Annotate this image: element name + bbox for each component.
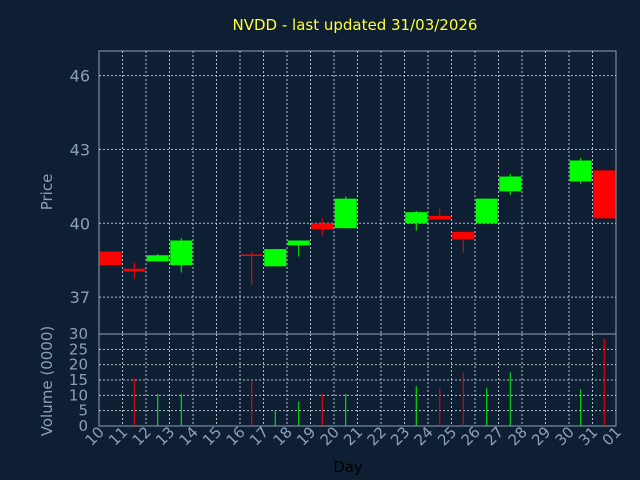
candle-body bbox=[499, 176, 522, 192]
x-tick-label: 30 bbox=[552, 423, 578, 449]
candle bbox=[240, 251, 263, 285]
x-tick-label: 23 bbox=[387, 423, 413, 449]
x-tick-label: 26 bbox=[458, 423, 484, 449]
volume-tick-label: 20 bbox=[69, 356, 88, 374]
x-tick-label: 31 bbox=[575, 423, 601, 449]
candle bbox=[287, 240, 310, 257]
x-tick-label: 14 bbox=[176, 423, 202, 449]
candle bbox=[99, 251, 122, 266]
x-tick-label: 17 bbox=[246, 423, 272, 449]
price-y-ticks: 37 40 43 46 bbox=[70, 67, 90, 307]
price-grid bbox=[99, 51, 616, 334]
candle bbox=[334, 196, 357, 229]
x-tick-label: 24 bbox=[411, 423, 437, 449]
x-axis-ticks: 1011121314151617181920212223242526272829… bbox=[82, 423, 625, 449]
candle bbox=[405, 210, 428, 231]
candle-body bbox=[264, 249, 287, 267]
candle-body bbox=[311, 223, 334, 230]
volume-tick-label: 25 bbox=[69, 340, 88, 358]
candle bbox=[264, 249, 287, 267]
price-tick-label: 37 bbox=[70, 288, 90, 307]
price-tick-label: 40 bbox=[70, 214, 90, 233]
x-tick-label: 01 bbox=[599, 423, 625, 449]
candle bbox=[569, 158, 592, 184]
x-tick-label: 12 bbox=[129, 423, 155, 449]
x-axis-label: Day bbox=[333, 458, 363, 476]
candle bbox=[170, 238, 193, 273]
candle bbox=[428, 208, 451, 220]
x-tick-label: 19 bbox=[293, 423, 319, 449]
x-tick-label: 16 bbox=[223, 423, 249, 449]
price-axis-label: Price bbox=[38, 174, 56, 211]
candle-body bbox=[475, 198, 498, 224]
x-tick-label: 21 bbox=[340, 423, 366, 449]
candle-body bbox=[170, 240, 193, 266]
volume-tick-label: 10 bbox=[69, 386, 88, 404]
x-tick-label: 18 bbox=[270, 423, 296, 449]
candle bbox=[146, 254, 169, 262]
price-panel: 37 40 43 46 Price bbox=[38, 50, 617, 335]
price-tick-label: 43 bbox=[70, 140, 90, 159]
volume-grid bbox=[99, 334, 616, 426]
x-tick-label: 27 bbox=[481, 423, 507, 449]
candle-body bbox=[99, 251, 122, 266]
candle-body bbox=[287, 240, 310, 246]
volume-tick-label: 5 bbox=[78, 402, 88, 420]
candle bbox=[593, 170, 616, 219]
x-tick-label: 13 bbox=[152, 423, 178, 449]
chart-title: NVDD - last updated 31/03/2026 bbox=[233, 16, 478, 34]
price-tick-label: 46 bbox=[70, 67, 90, 86]
volume-tick-label: 30 bbox=[69, 325, 88, 343]
x-tick-label: 28 bbox=[505, 423, 531, 449]
x-tick-label: 25 bbox=[434, 423, 460, 449]
candle-body bbox=[146, 255, 169, 262]
candles bbox=[99, 158, 616, 285]
candle-body bbox=[428, 215, 451, 220]
candle bbox=[452, 231, 475, 253]
candle-body bbox=[569, 160, 592, 182]
x-tick-label: 15 bbox=[199, 423, 225, 449]
candle-body bbox=[593, 170, 616, 219]
candle bbox=[499, 174, 522, 195]
candle-body bbox=[334, 198, 357, 229]
volume-axis-label: Volume (0000) bbox=[38, 326, 56, 436]
volume-tick-label: 15 bbox=[69, 371, 88, 389]
x-tick-label: 29 bbox=[528, 423, 554, 449]
candle-body bbox=[123, 268, 146, 272]
candle bbox=[475, 198, 498, 224]
x-tick-label: 20 bbox=[317, 423, 343, 449]
candle-body bbox=[405, 212, 428, 224]
candle bbox=[311, 218, 334, 236]
x-tick-label: 22 bbox=[364, 423, 390, 449]
candle-body bbox=[452, 231, 475, 240]
volume-tick-label: 0 bbox=[78, 417, 88, 435]
x-tick-label: 11 bbox=[105, 423, 131, 449]
candle bbox=[123, 262, 146, 279]
volume-bars bbox=[133, 338, 605, 426]
